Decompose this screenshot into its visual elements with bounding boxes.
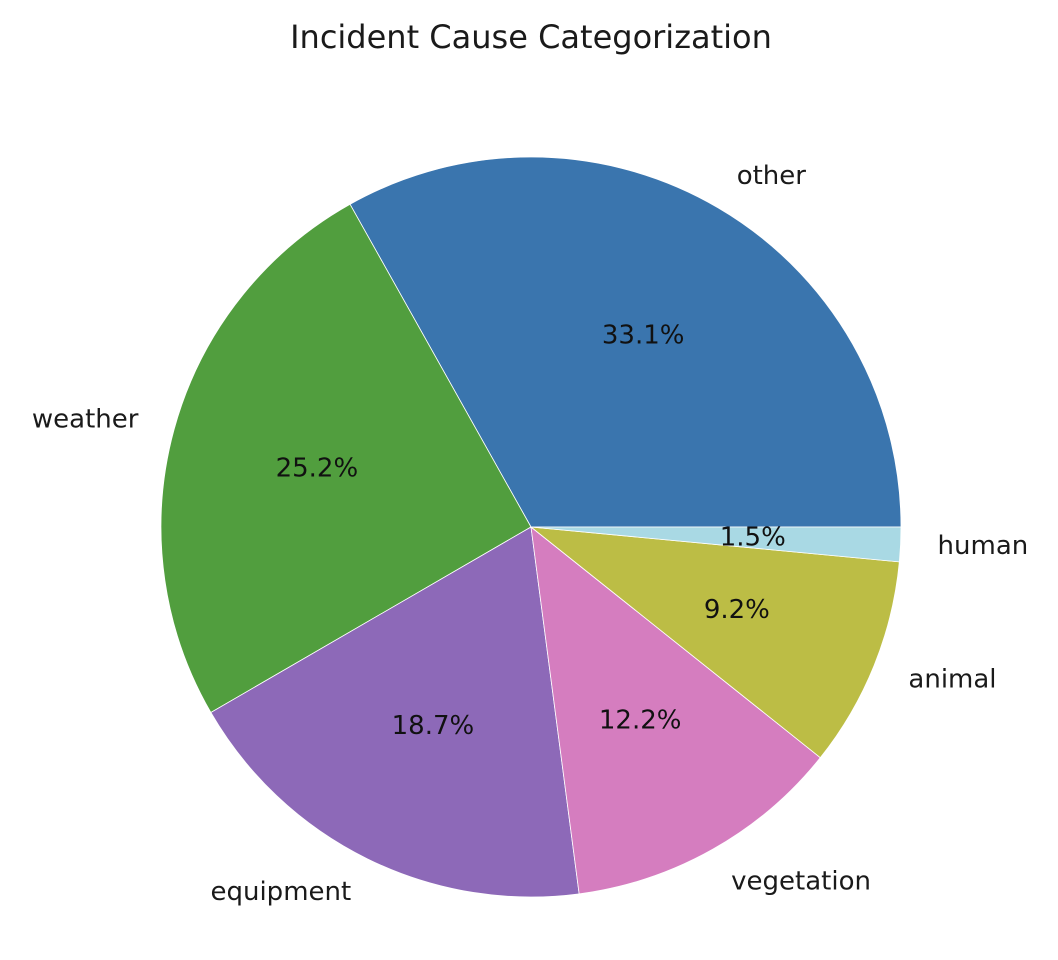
pie-slice-vegetation [530,526,821,895]
percentage-labels: 33.1% 25.2% 18.7% 12.2% 9.2% 1.5% [276,320,786,741]
pie-slice-other [349,156,902,528]
pie-slice-weather [160,203,532,714]
category-label-human: human [938,531,1029,561]
pie-slice-human [530,526,902,563]
pct-label-equipment: 18.7% [392,711,475,741]
pie-slice-animal [529,526,900,759]
category-label-other: other [737,161,807,191]
pie-slice-equipment [210,526,580,898]
pct-label-other: 33.1% [602,320,685,350]
pct-label-animal: 9.2% [704,595,770,625]
pct-label-weather: 25.2% [276,453,359,483]
chart-title: Incident Cause Categorization [290,18,772,56]
category-label-weather: weather [32,405,139,435]
category-label-equipment: equipment [210,877,351,907]
pie-slices [160,156,902,898]
pct-label-human: 1.5% [720,522,786,552]
category-label-vegetation: vegetation [731,866,871,896]
pct-label-vegetation: 12.2% [599,705,682,735]
category-label-animal: animal [908,664,996,694]
category-labels: other weather equipment vegetation animal hum… [32,161,1028,907]
